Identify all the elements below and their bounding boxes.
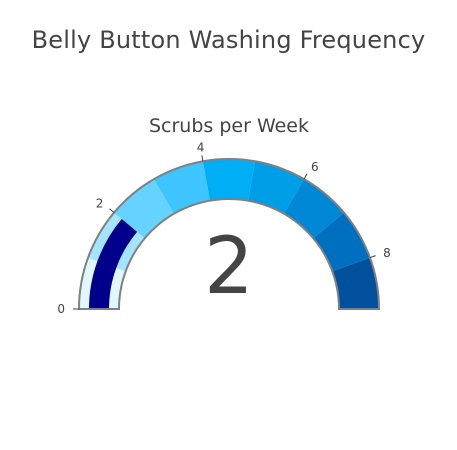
gauge-tick-6	[304, 174, 307, 179]
gauge-tick-label-8: 8	[383, 246, 391, 260]
gauge-tick-label-2: 2	[96, 197, 104, 211]
gauge-tick-2	[110, 209, 115, 213]
gauge-value: 2	[204, 222, 254, 312]
gauge-tick-label-0: 0	[57, 302, 65, 316]
gauge-step-4	[203, 159, 255, 201]
gauge-tick-label-4: 4	[197, 140, 205, 154]
gauge-tick-4	[202, 155, 203, 161]
gauge-tick-label-6: 6	[311, 160, 319, 174]
gauge-title: Scrubs per Week	[149, 115, 309, 137]
gauge-tick-8	[370, 256, 376, 258]
